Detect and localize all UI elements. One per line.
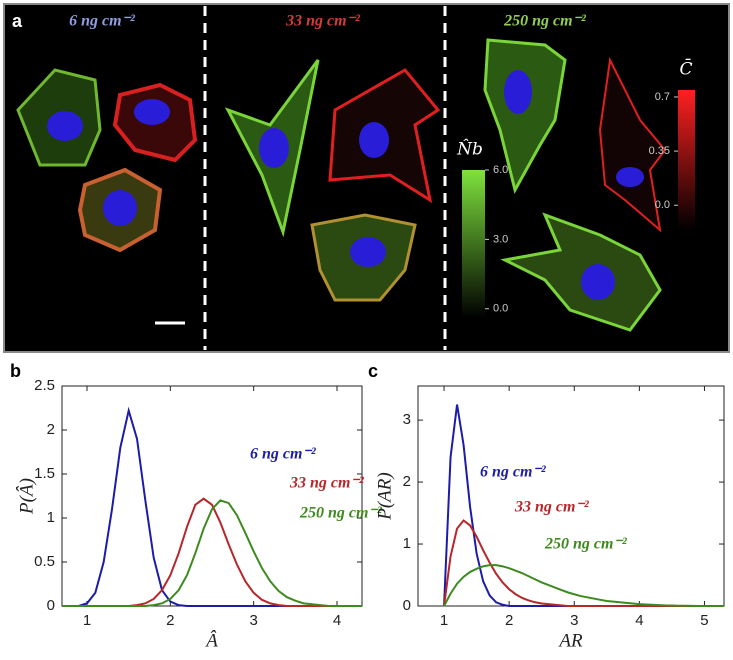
x-axis-label: AR [557,630,583,651]
series-line [62,499,362,607]
series-line [443,564,724,607]
group-label: 6 ng cm⁻² [69,13,136,30]
y-tick-label: 0.5 [34,553,55,570]
group-label: 33 ng cm⁻² [285,13,361,30]
y-tick-label: 1 [47,509,55,526]
colorbar [678,90,695,230]
x-tick-label: 1 [83,612,91,629]
nucleus [47,111,83,141]
series-label: 250 ng cm⁻² [544,536,628,553]
nucleus [134,99,170,125]
x-tick-label: 3 [570,612,578,629]
nucleus [350,237,386,267]
x-axis-label: Â [204,629,218,651]
group-label: 250 ng cm⁻² [503,13,587,30]
colorbar-tick-label: 0.0 [655,199,670,211]
cell [598,56,667,233]
y-tick-label: 2 [403,473,411,490]
cell [500,212,662,332]
colorbar-tick-label: 6.0 [493,164,508,176]
nucleus [504,70,532,114]
colorbar-tick-label: 0.7 [655,91,670,103]
cell [483,38,567,195]
panel-label: b [10,361,21,381]
panel-label: c [368,361,378,381]
y-tick-label: 2 [47,421,55,438]
y-axis-label: P(AR) [374,472,395,520]
series-label: 33 ng cm⁻² [514,499,590,516]
x-tick-label: 2 [166,612,174,629]
series-label: 250 ng cm⁻² [299,505,383,522]
x-tick-label: 3 [249,612,257,629]
series-label: 6 ng cm⁻² [250,446,317,463]
nucleus [259,128,289,168]
x-tick-label: 2 [505,612,513,629]
x-tick-label: 1 [440,612,448,629]
plot-area [61,385,363,607]
y-tick-label: 0 [47,597,55,614]
colorbar-tick-label: 0.0 [493,303,508,315]
x-tick-label: 4 [333,612,341,629]
nucleus [359,122,389,158]
series-label: 33 ng cm⁻² [289,475,365,492]
y-tick-label: 2.5 [34,377,55,394]
nucleus [103,190,137,226]
nucleus [581,264,615,300]
panel-label: a [12,11,23,31]
y-tick-label: 0 [403,597,411,614]
nucleus [616,167,644,187]
x-tick-label: 5 [700,612,708,629]
colorbar-tick-label: 3.0 [493,233,508,245]
y-tick-label: 1 [403,535,411,552]
colorbar-tick-label: 0.35 [649,145,670,157]
colorbar [462,170,485,318]
series-label: 6 ng cm⁻² [480,464,547,481]
colorbar-label: N̂b [456,139,483,159]
cells [16,38,667,332]
y-tick-label: 3 [403,411,411,428]
y-axis-label: P(Â) [15,478,37,515]
colorbar-label: C̄ [679,57,692,79]
x-tick-label: 4 [635,612,643,629]
plot-area [417,385,725,607]
y-tick-label: 1.5 [34,465,55,482]
